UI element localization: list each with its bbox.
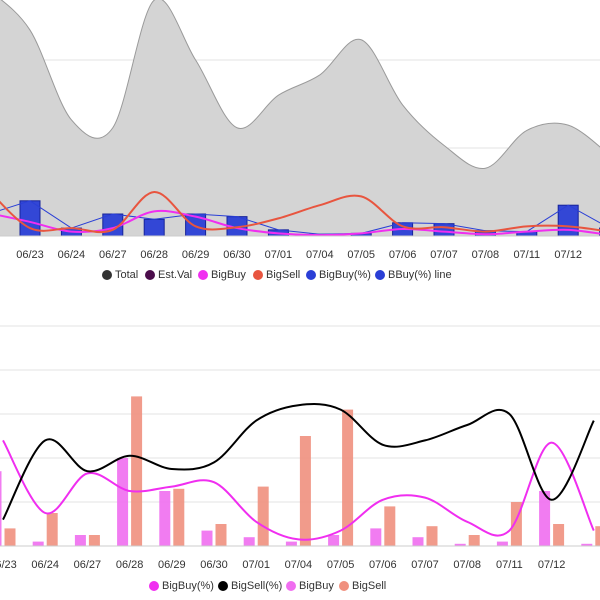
legend-swatch: [375, 270, 385, 280]
x-tick-label: 07/07: [411, 559, 439, 571]
legend-label: BigSell: [352, 580, 386, 592]
bar: [496, 541, 508, 546]
x-tick-label: 07/01: [242, 559, 270, 571]
bar: [143, 218, 165, 237]
bar: [342, 409, 354, 546]
bar: [243, 537, 255, 546]
x-tick-label: 06/23: [16, 249, 44, 261]
bar: [46, 513, 58, 546]
bar: [201, 530, 213, 546]
legend-swatch: [339, 581, 349, 591]
x-tick-label: 07/12: [538, 559, 566, 571]
bar: [74, 535, 86, 546]
bar: [257, 486, 269, 546]
bar: [131, 396, 143, 546]
legend-label: BBuy(%) line: [388, 269, 452, 281]
legend-label: BigBuy: [211, 269, 246, 281]
bar: [285, 541, 297, 546]
x-tick-label: 07/08: [453, 559, 481, 571]
bar: [215, 524, 227, 546]
x-tick-label: 06/29: [158, 559, 186, 571]
x-tick-label: 07/04: [306, 249, 334, 261]
x-tick-label: 07/04: [285, 559, 313, 571]
legend-label: BigSell: [266, 269, 300, 281]
legend-swatch: [198, 270, 208, 280]
legend-swatch: [306, 270, 316, 280]
bar: [581, 543, 593, 546]
x-tick-label: 06/27: [99, 249, 127, 261]
bar: [468, 535, 480, 546]
x-tick-label: 07/07: [430, 249, 458, 261]
bar: [173, 488, 185, 546]
bar: [553, 524, 565, 546]
bar: [595, 526, 600, 546]
bar: [32, 541, 44, 546]
bar: [539, 491, 551, 546]
bar: [370, 528, 382, 546]
x-tick-label: 07/05: [347, 249, 375, 261]
x-tick-label: 06/30: [223, 249, 251, 261]
x-tick-label: 07/12: [554, 249, 582, 261]
legend-label: Total: [115, 269, 138, 281]
legend-label: BigBuy(%): [319, 269, 371, 281]
x-tick-label: 06/24: [31, 559, 59, 571]
x-tick-label: 07/06: [369, 559, 397, 571]
legend-label: BigBuy: [299, 580, 334, 592]
legend-label: BigBuy(%): [162, 580, 214, 592]
legend-swatch: [286, 581, 296, 591]
line: [0, 200, 600, 235]
legend-swatch: [253, 270, 263, 280]
area: [0, 0, 600, 236]
legend-swatch: [145, 270, 155, 280]
legend-swatch: [102, 270, 112, 280]
bar: [426, 526, 438, 546]
x-tick-label: 07/06: [389, 249, 417, 261]
bar: [88, 535, 100, 546]
bar: [433, 223, 455, 237]
x-tick-label: 07/11: [496, 559, 523, 571]
bar: [299, 436, 311, 546]
bar: [384, 506, 396, 546]
line: [2, 439, 595, 541]
x-tick-label: 07/01: [265, 249, 293, 261]
bar: [0, 471, 2, 546]
legend-swatch: [149, 581, 159, 591]
legend-swatch: [218, 581, 228, 591]
x-tick-label: 06/23: [0, 559, 17, 571]
legend-label: Est.Val: [158, 269, 192, 281]
x-tick-label: 06/28: [116, 559, 144, 571]
bar: [510, 502, 522, 546]
x-tick-label: 07/08: [472, 249, 500, 261]
chart: 06/23 06/24 06/27 06/28 06/29 06/30 07/01 07/04…: [0, 0, 600, 281]
x-tick-label: 07/05: [327, 559, 355, 571]
bar: [412, 537, 424, 546]
bar: [4, 528, 16, 546]
bar: [328, 535, 340, 546]
line: [0, 190, 600, 234]
x-tick-label: 06/27: [74, 559, 102, 571]
chart: 06/23 06/24 06/27 06/28 06/29 06/30 07/01 07/04…: [0, 325, 600, 592]
line: [2, 403, 595, 521]
bar: [454, 543, 466, 546]
bar: [159, 491, 171, 546]
legend-label: BigSell(%): [231, 580, 282, 592]
x-tick-label: 07/11: [513, 249, 540, 261]
bar: [117, 458, 129, 546]
x-tick-label: 06/29: [182, 249, 210, 261]
x-tick-label: 06/24: [58, 249, 86, 261]
x-tick-label: 06/30: [200, 559, 228, 571]
area-outline: [0, 0, 600, 169]
x-tick-label: 06/28: [140, 249, 168, 261]
